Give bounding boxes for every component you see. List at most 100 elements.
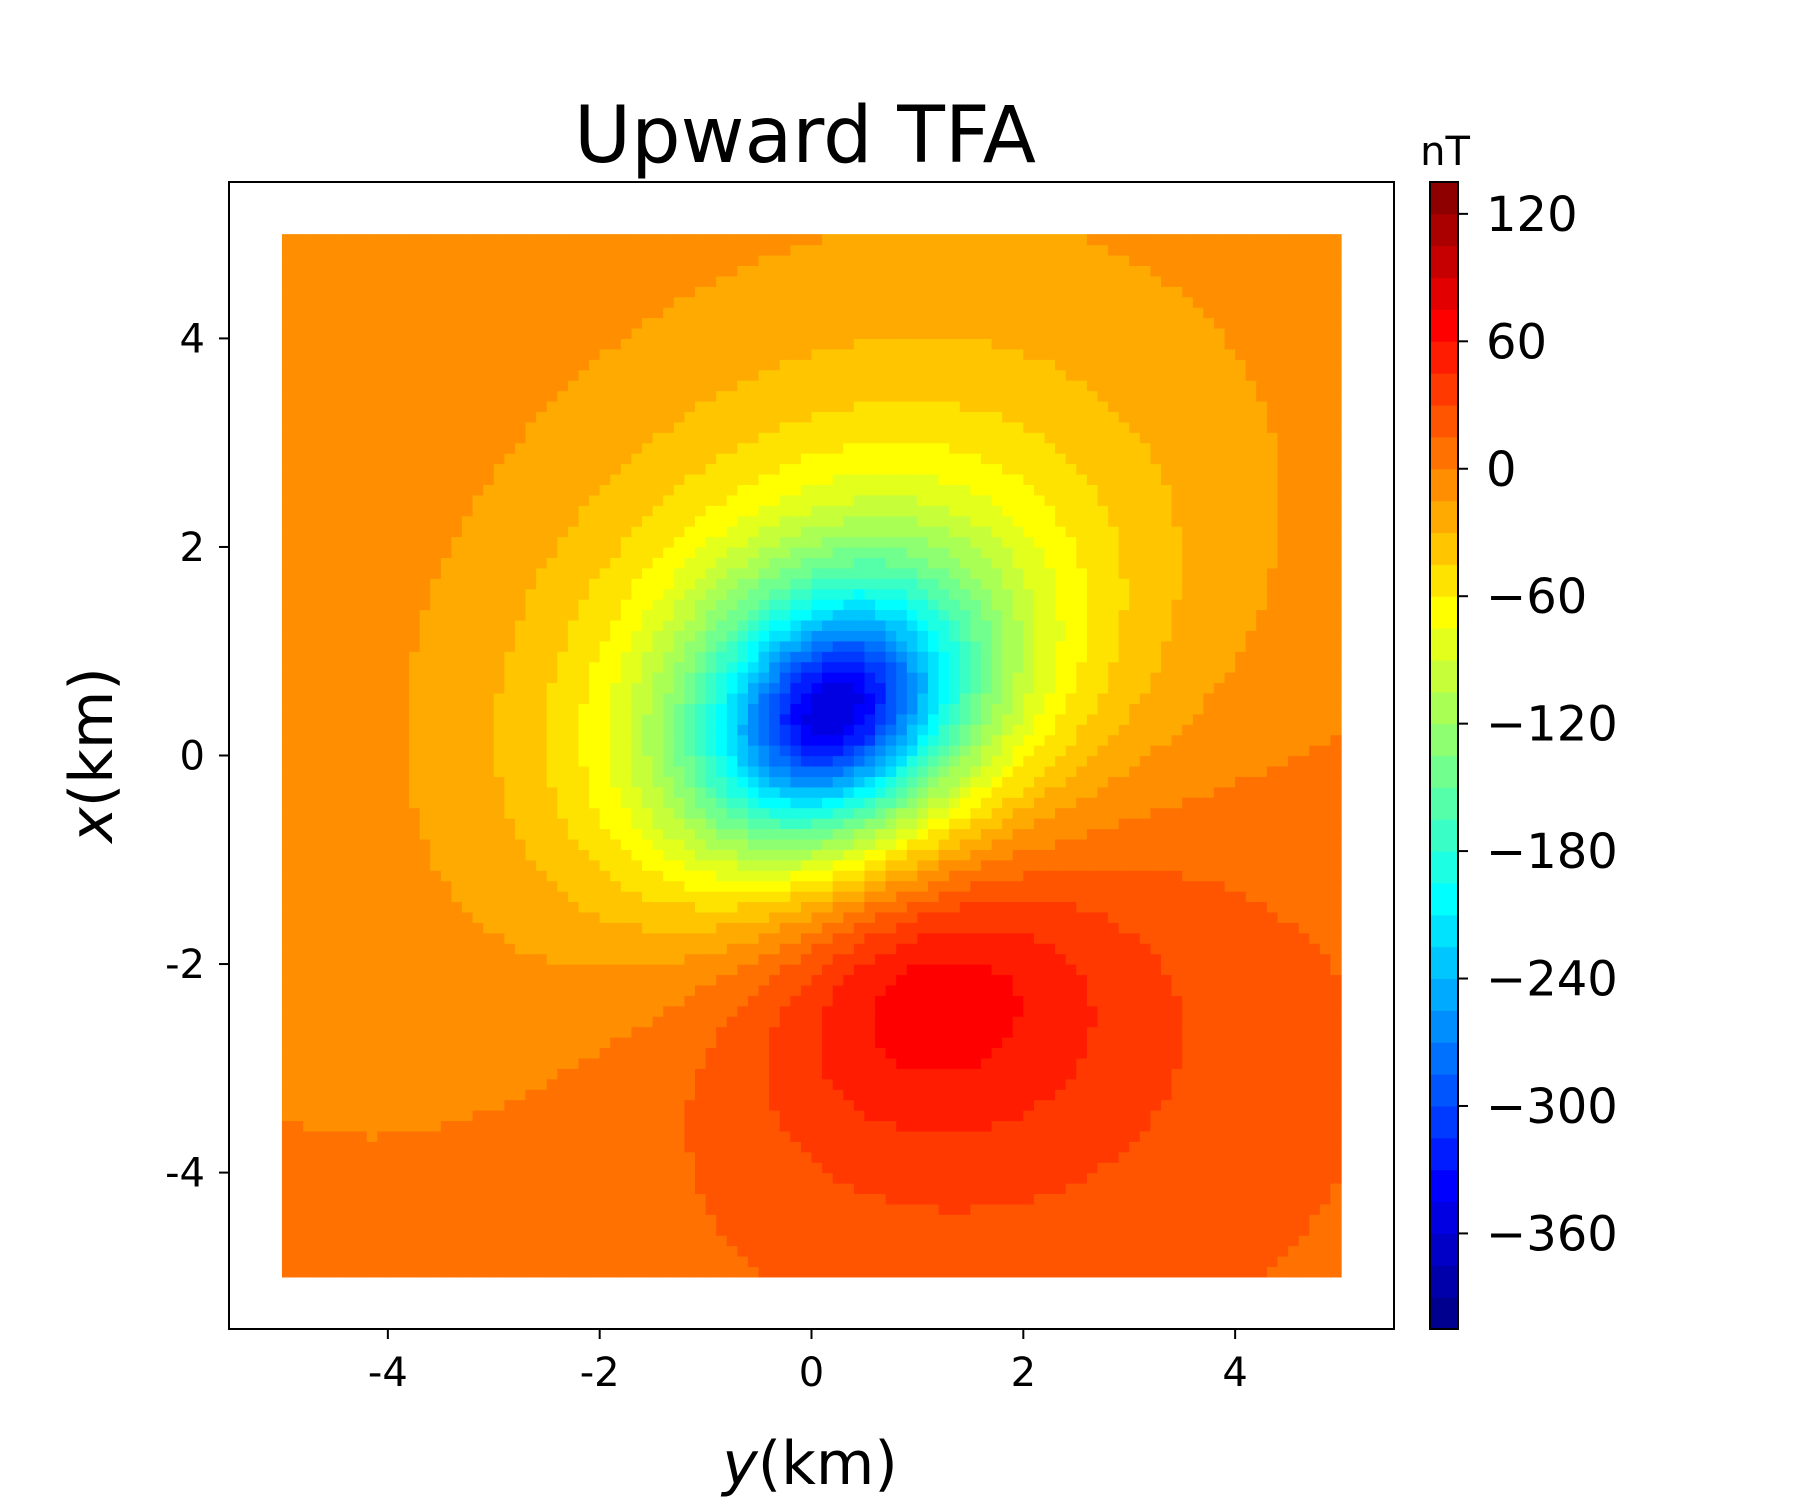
- contour-cell: [356, 724, 368, 736]
- contour-cell: [377, 296, 389, 308]
- contour-cell: [483, 536, 495, 548]
- contour-cell: [599, 494, 611, 506]
- contour-cell: [462, 265, 474, 277]
- contour-cell: [695, 1099, 707, 1111]
- contour-cell: [536, 1099, 548, 1111]
- contour-cell: [536, 1037, 548, 1049]
- contour-cell: [281, 1193, 294, 1205]
- contour-cell: [303, 338, 315, 350]
- contour-cell: [737, 265, 749, 277]
- contour-cell: [642, 891, 654, 903]
- contour-cell: [387, 984, 400, 996]
- contour-cell: [546, 724, 558, 736]
- contour-cell: [334, 515, 347, 527]
- contour-cell: [546, 1057, 558, 1069]
- contour-cell: [769, 1078, 781, 1090]
- contour-cell: [779, 953, 791, 965]
- contour-cell: [440, 651, 453, 663]
- contour-cell: [652, 546, 664, 558]
- contour-cell: [747, 995, 760, 1007]
- contour-cell: [642, 640, 654, 652]
- contour-cell: [758, 400, 770, 412]
- contour-cell: [440, 453, 453, 465]
- contour-cell: [716, 1183, 728, 1195]
- contour-cell: [313, 494, 325, 506]
- contour-cell: [281, 1110, 294, 1122]
- contour-cell: [525, 776, 537, 788]
- contour-cell: [324, 338, 336, 350]
- contour-cell: [642, 1089, 654, 1101]
- contour-cell: [483, 995, 495, 1007]
- contour-cell: [525, 901, 537, 913]
- contour-cell: [313, 870, 325, 882]
- contour-cell: [387, 400, 400, 412]
- contour-cell: [546, 515, 558, 527]
- contour-cell: [716, 1224, 728, 1236]
- contour-cell: [493, 745, 505, 757]
- contour-cell: [567, 1026, 580, 1038]
- contour-cell: [356, 734, 368, 746]
- contour-cell: [419, 1026, 431, 1038]
- contour-cell: [631, 1026, 643, 1038]
- contour-cell: [747, 755, 760, 767]
- contour-cell: [599, 588, 611, 600]
- contour-cell: [663, 369, 675, 381]
- contour-cell: [769, 515, 781, 527]
- contour-cell: [334, 765, 347, 777]
- contour-cell: [303, 244, 315, 256]
- contour-cell: [631, 1151, 643, 1163]
- contour-cell: [377, 797, 389, 809]
- contour-cell: [345, 348, 357, 360]
- contour-cell: [758, 828, 770, 840]
- contour-cell: [769, 442, 781, 454]
- contour-cell: [324, 932, 336, 944]
- contour-cell: [599, 421, 611, 433]
- contour-cell: [610, 651, 622, 663]
- contour-cell: [800, 1266, 813, 1278]
- contour-cell: [779, 692, 791, 704]
- contour-cell: [334, 578, 347, 590]
- contour-cell: [324, 734, 336, 746]
- contour-cell: [790, 567, 802, 579]
- contour-cell: [292, 275, 304, 287]
- contour-cell: [557, 494, 569, 506]
- contour-cell: [493, 630, 505, 642]
- contour-cell: [631, 265, 643, 277]
- contour-cell: [292, 1235, 304, 1247]
- contour-cell: [589, 463, 601, 475]
- contour-cell: [504, 1162, 516, 1174]
- contour-cell: [366, 348, 378, 360]
- contour-cell: [303, 953, 315, 965]
- contour-cell: [483, 546, 495, 558]
- contour-cell: [493, 974, 505, 986]
- contour-cell: [716, 421, 728, 433]
- contour-cell: [663, 536, 675, 548]
- contour-cell: [716, 755, 728, 767]
- contour-cell: [398, 453, 410, 465]
- contour-cell: [472, 818, 484, 830]
- contour-cell: [377, 1245, 389, 1257]
- contour-cell: [779, 1120, 791, 1132]
- contour-cell: [356, 234, 368, 246]
- contour-cell: [652, 421, 664, 433]
- contour-cell: [356, 1245, 368, 1257]
- contour-cell: [546, 734, 558, 746]
- contour-cell: [334, 870, 347, 882]
- contour-cell: [567, 307, 580, 319]
- contour-cell: [599, 984, 611, 996]
- contour-cell: [313, 1078, 325, 1090]
- contour-cell: [536, 411, 548, 423]
- contour-cell: [440, 588, 453, 600]
- contour-cell: [409, 348, 421, 360]
- contour-cell: [472, 578, 484, 590]
- contour-cell: [589, 1130, 601, 1142]
- contour-cell: [620, 755, 633, 767]
- contour-cell: [483, 1120, 495, 1132]
- contour-cell: [589, 953, 601, 965]
- contour-cell: [504, 317, 516, 329]
- contour-cell: [599, 1068, 611, 1080]
- contour-cell: [419, 786, 431, 798]
- contour-cell: [589, 724, 601, 736]
- contour-cell: [779, 275, 791, 287]
- contour-cell: [695, 1203, 707, 1215]
